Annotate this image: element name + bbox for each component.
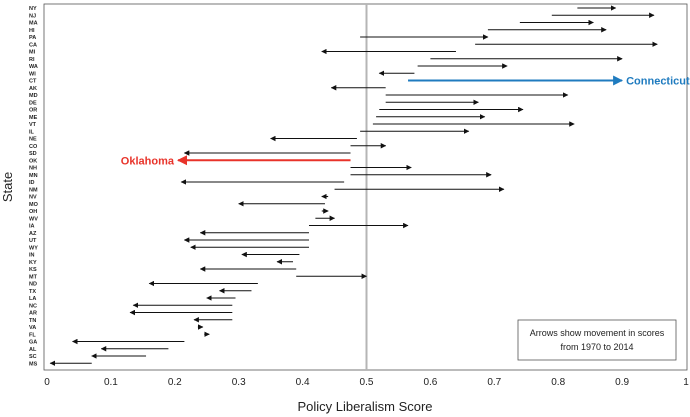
state-label: CO [29, 144, 38, 150]
state-label: GA [29, 340, 37, 346]
state-label: MI [29, 50, 36, 56]
state-label: MO [29, 202, 39, 208]
state-label: WV [29, 216, 38, 222]
note-box: Arrows show movement in scores from 1970… [517, 319, 677, 361]
y-axis-title: State [0, 172, 15, 202]
state-label: WA [29, 64, 38, 70]
state-label: CA [29, 42, 37, 48]
state-label: WY [29, 245, 38, 251]
state-label: MN [29, 173, 38, 179]
state-label: ND [29, 282, 37, 288]
state-label: SC [29, 354, 37, 360]
state-label: MA [29, 21, 38, 27]
state-label: NJ [29, 13, 36, 19]
x-tick-label: 0.6 [423, 377, 437, 388]
state-label: TN [29, 318, 36, 324]
x-tick-label: 0.4 [296, 377, 310, 388]
x-tick-label: 0.1 [104, 377, 118, 388]
state-label: OH [29, 209, 37, 215]
state-label: VT [29, 122, 37, 128]
state-label: ME [29, 115, 38, 121]
state-label: ID [29, 180, 35, 186]
state-label: TX [29, 289, 36, 295]
x-tick-label: 0.9 [615, 377, 629, 388]
state-label: IL [29, 129, 35, 135]
state-label: OK [29, 158, 37, 164]
state-label: PA [29, 35, 36, 41]
x-tick-label: 0 [44, 377, 50, 388]
note-line-2: from 1970 to 2014 [560, 342, 633, 352]
state-label: MT [29, 274, 38, 280]
state-label: VA [29, 325, 36, 331]
state-label: CT [29, 79, 37, 85]
state-label: IN [29, 253, 35, 259]
x-tick-label: 0.7 [487, 377, 501, 388]
state-label: RI [29, 57, 35, 63]
arrows [49, 5, 658, 366]
state-label: FL [29, 332, 36, 338]
callout-ct: Connecticut [626, 76, 690, 88]
state-label: AL [29, 347, 37, 353]
state-label: AR [29, 311, 37, 317]
state-label: DE [29, 100, 37, 106]
callouts: Connecticut Oklahoma [121, 76, 690, 168]
state-label: NV [29, 195, 37, 201]
state-label: AZ [29, 231, 37, 237]
x-tick-label: 1 [683, 377, 689, 388]
state-label: LA [29, 296, 36, 302]
state-label: MD [29, 93, 38, 99]
x-axis-title: Policy Liberalism Score [297, 399, 432, 414]
state-label: NE [29, 137, 37, 143]
state-label: AK [29, 86, 37, 92]
state-label: KS [29, 267, 37, 273]
state-label: WI [29, 71, 36, 77]
state-label: IA [29, 224, 35, 230]
state-label: NM [29, 187, 38, 193]
x-tick-label: 0.3 [232, 377, 246, 388]
state-label: SD [29, 151, 37, 157]
state-label: KY [29, 260, 37, 266]
x-tick-label: 0.2 [168, 377, 182, 388]
x-tick-labels: 0 0.1 0.2 0.3 0.4 0.5 0.6 0.7 0.8 0.9 1 [44, 377, 689, 388]
note-line-1: Arrows show movement in scores [530, 328, 665, 338]
state-label: OR [29, 108, 37, 114]
x-tick-label: 0.8 [551, 377, 565, 388]
state-label: UT [29, 238, 37, 244]
state-label: HI [29, 28, 35, 34]
state-label: NC [29, 303, 37, 309]
x-tick-label: 0.5 [360, 377, 374, 388]
callout-ok: Oklahoma [121, 155, 175, 167]
state-label: NY [29, 6, 37, 12]
state-label: NH [29, 166, 37, 172]
state-label: MS [29, 361, 38, 367]
